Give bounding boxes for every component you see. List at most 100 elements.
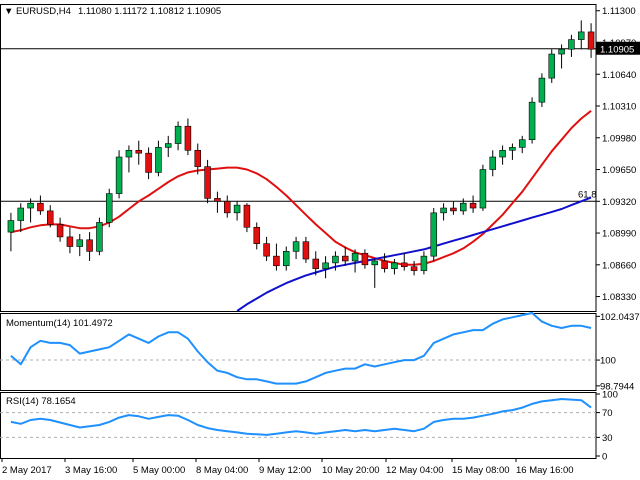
candle-body bbox=[361, 252, 369, 266]
candle bbox=[410, 260, 418, 276]
candle-body bbox=[125, 149, 133, 158]
candle bbox=[233, 201, 241, 221]
x-tick-label: 10 May 20:00 bbox=[322, 465, 380, 476]
candle-body bbox=[587, 31, 595, 50]
collapse-arrow-icon[interactable]: ▼ bbox=[4, 6, 13, 17]
candle-body bbox=[469, 202, 477, 209]
rsi-title: RSI(14) 78.1654 bbox=[6, 396, 76, 407]
candle-body bbox=[499, 149, 506, 158]
candle-body bbox=[528, 101, 536, 140]
candle-body bbox=[243, 204, 251, 228]
symbol-title: EURUSD,H4 bbox=[16, 6, 71, 17]
candle-body bbox=[577, 31, 585, 40]
sma-slow-line bbox=[236, 196, 592, 312]
candle-body bbox=[479, 169, 487, 209]
candle bbox=[17, 203, 24, 233]
y-tick-label: 1.11300 bbox=[602, 6, 636, 17]
candle-body bbox=[282, 251, 290, 267]
candle bbox=[420, 251, 428, 275]
candle bbox=[37, 195, 44, 215]
candle bbox=[253, 222, 261, 250]
candle bbox=[509, 143, 516, 160]
candle-body bbox=[135, 149, 143, 154]
candle-body bbox=[381, 260, 388, 269]
candle bbox=[361, 249, 369, 269]
y-tick-label: 1.08990 bbox=[602, 229, 636, 240]
panel-frame-2 bbox=[0, 313, 597, 391]
current-price-tag bbox=[596, 41, 640, 55]
candles bbox=[7, 20, 595, 288]
ohlc-readout: 1.11080 1.11172 1.10812 1.10905 bbox=[78, 6, 221, 17]
candle bbox=[391, 259, 398, 275]
x-tick-label: 9 May 12:00 bbox=[259, 465, 311, 476]
rsi-panel: 100 70 30 0 bbox=[0, 390, 618, 463]
candle bbox=[577, 20, 585, 50]
candle bbox=[292, 236, 300, 260]
candle bbox=[440, 203, 447, 221]
candle-body bbox=[115, 156, 123, 194]
candle-body bbox=[17, 207, 24, 221]
candle bbox=[322, 256, 329, 279]
momentum-y-label: 102.0437 bbox=[600, 312, 640, 323]
candle-body bbox=[27, 202, 34, 209]
candle bbox=[430, 208, 437, 261]
moving-averages bbox=[10, 110, 592, 312]
candle-body bbox=[86, 239, 93, 252]
candle bbox=[165, 135, 172, 158]
candle bbox=[66, 227, 74, 254]
price-panel: 1.113001.109701.106401.103101.099801.096… bbox=[0, 4, 640, 459]
y-tick-label: 1.08330 bbox=[602, 292, 636, 303]
x-tick-label: 8 May 04:00 bbox=[196, 465, 248, 476]
candle bbox=[7, 212, 15, 252]
panel-frame-3 bbox=[0, 392, 597, 459]
candle-body bbox=[224, 200, 231, 214]
candle-body bbox=[351, 252, 359, 262]
rsi-y-label: 70 bbox=[602, 408, 613, 419]
candle-body bbox=[371, 260, 378, 266]
candle bbox=[341, 246, 349, 266]
rsi-y-label: 30 bbox=[602, 433, 613, 444]
candle-body bbox=[46, 210, 54, 225]
candle-body bbox=[165, 143, 172, 148]
candle-body bbox=[302, 241, 310, 260]
current-price-label: 1.10905 bbox=[600, 44, 634, 55]
candle bbox=[568, 34, 575, 57]
candle bbox=[115, 150, 123, 199]
candle bbox=[371, 259, 378, 288]
y-tick-label: 1.10310 bbox=[602, 102, 636, 113]
x-axis: 2 May 2017 3 May 16:00 5 May 00:00 8 May 04… bbox=[1, 458, 574, 476]
candle-body bbox=[155, 147, 162, 173]
candle-body bbox=[106, 193, 113, 223]
candle bbox=[106, 188, 113, 228]
candle-body bbox=[430, 212, 437, 257]
candle-body bbox=[204, 166, 211, 199]
rsi-line bbox=[10, 398, 592, 436]
candle-body bbox=[410, 266, 418, 271]
candle bbox=[587, 23, 595, 58]
x-tick-label: 12 May 04:00 bbox=[386, 465, 444, 476]
candle bbox=[125, 145, 133, 173]
candle bbox=[312, 251, 319, 276]
candle bbox=[518, 135, 526, 154]
panel-frame-1 bbox=[0, 4, 597, 312]
candle bbox=[46, 205, 54, 228]
candle-body bbox=[76, 239, 84, 247]
candle-body bbox=[184, 125, 192, 151]
candle-body bbox=[489, 156, 496, 170]
momentum-panel: 102.0437 100 98.7944 bbox=[0, 312, 640, 392]
momentum-line bbox=[10, 312, 592, 385]
candle bbox=[263, 236, 270, 261]
candle bbox=[204, 159, 211, 204]
candle bbox=[86, 232, 93, 261]
candle-body bbox=[292, 241, 300, 252]
y-tick-label: 1.08660 bbox=[602, 260, 636, 271]
rsi-y-label: 100 bbox=[602, 390, 618, 401]
y-tick-label: 1.10640 bbox=[602, 70, 636, 81]
y-tick-label: 1.09650 bbox=[602, 165, 636, 176]
candle-body bbox=[509, 147, 516, 151]
candle bbox=[145, 147, 152, 180]
candle-body bbox=[174, 125, 182, 144]
candle-body bbox=[391, 262, 398, 269]
candle bbox=[184, 118, 192, 156]
